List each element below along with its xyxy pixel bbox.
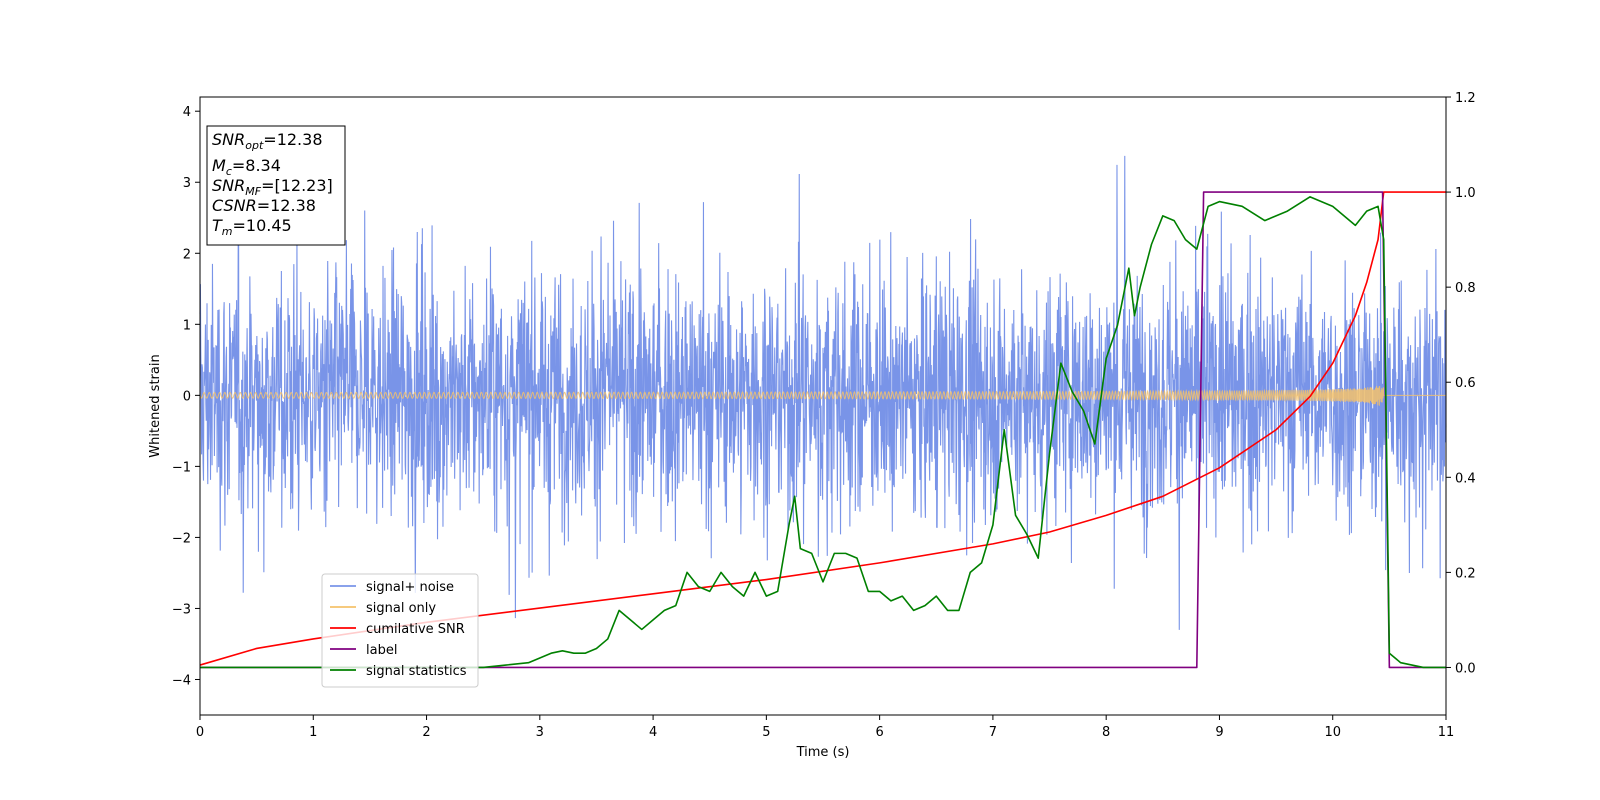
series-signal-noise <box>199 155 1447 630</box>
legend-entry: signal only <box>366 601 436 616</box>
legend: signal+ noise signal only cumilative SNR la… <box>321 573 479 688</box>
legend-entry: label <box>366 643 397 658</box>
x-tick-label: 1 <box>309 725 317 740</box>
legend-entry: signal+ noise <box>366 580 454 595</box>
legend-entry: signal statistics <box>366 664 467 679</box>
y-tick-label: −2 <box>172 531 191 546</box>
y-axis-ticks: −4 −3 −2 −1 0 1 2 3 4 <box>172 105 200 688</box>
legend-entry: cumilative SNR <box>366 622 465 637</box>
y2-tick-label: 1.2 <box>1455 91 1476 106</box>
x-tick-label: 2 <box>422 725 430 740</box>
x-tick-label: 8 <box>1102 725 1110 740</box>
annotation-tm: Tm=10.45 <box>212 216 292 238</box>
y-tick-label: 4 <box>183 105 191 120</box>
x-tick-label: 6 <box>875 725 883 740</box>
x-tick-label: 11 <box>1438 725 1455 740</box>
x-tick-label: 5 <box>762 725 770 740</box>
x-axis-ticks: 0 1 2 3 4 5 6 7 8 9 10 11 <box>196 715 1454 740</box>
y2-tick-label: 0.0 <box>1455 661 1476 676</box>
y-tick-label: −1 <box>172 460 191 475</box>
y2-tick-label: 0.8 <box>1455 281 1476 296</box>
y2-tick-label: 0.4 <box>1455 471 1476 486</box>
series-line-signal-noise <box>199 155 1447 630</box>
annotation-csnr: CSNR=12.38 <box>212 196 316 215</box>
series-line-signal-only <box>199 385 1446 406</box>
y-tick-label: 3 <box>183 176 191 191</box>
series-line-label <box>200 191 1446 669</box>
x-tick-label: 7 <box>989 725 997 740</box>
series-signal-only <box>199 385 1446 406</box>
y2-tick-label: 0.2 <box>1455 566 1476 581</box>
y-tick-label: −4 <box>172 673 191 688</box>
series-line-signal-statistics <box>200 196 1446 669</box>
legend-frame <box>321 573 479 688</box>
annotation-snr-opt: SNRopt=12.38 <box>212 130 323 152</box>
annotation-mc: Mc=8.34 <box>212 156 281 178</box>
x-tick-label: 0 <box>196 725 204 740</box>
y2-tick-label: 1.0 <box>1455 186 1476 201</box>
y-tick-label: −3 <box>172 602 191 617</box>
plot-frame <box>199 96 1447 716</box>
x-tick-label: 10 <box>1324 725 1341 740</box>
y-tick-label: 0 <box>183 389 191 404</box>
y-axis-label: Whitened strain <box>148 354 163 457</box>
x-tick-label: 3 <box>536 725 544 740</box>
annotation-box: SNRopt=12.38 Mc=8.34 SNRMF=[12.23] CSNR=… <box>206 125 346 246</box>
x-tick-label: 9 <box>1215 725 1223 740</box>
y-tick-label: 1 <box>183 318 191 333</box>
y-tick-label: 2 <box>183 247 191 262</box>
y2-tick-label: 0.6 <box>1455 376 1476 391</box>
annotation-frame <box>206 125 346 246</box>
y2-axis-ticks: 0.0 0.2 0.4 0.6 0.8 1.0 1.2 <box>1446 91 1476 676</box>
x-tick-label: 4 <box>649 725 657 740</box>
annotation-snr-mf: SNRMF=[12.23] <box>212 176 333 198</box>
x-axis-label: Time (s) <box>796 745 850 760</box>
